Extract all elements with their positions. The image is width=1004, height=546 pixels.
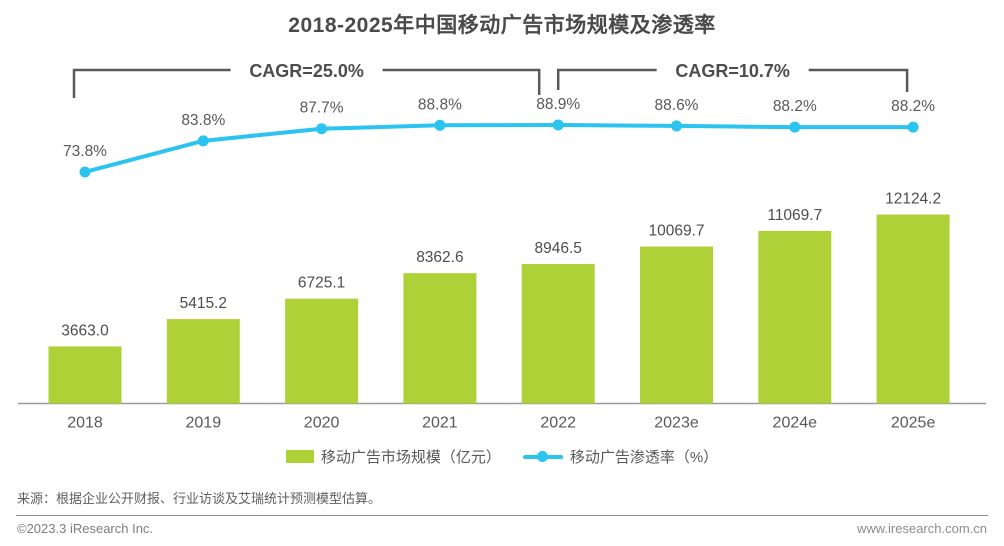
legend-label-market-size: 移动广告市场规模（亿元） <box>320 449 501 466</box>
bar-value-label-2024e: 11069.7 <box>767 207 822 224</box>
line-legend-swatch <box>522 451 563 462</box>
bar-2024e <box>758 230 832 404</box>
website-url: www.iresearch.com.cn <box>856 521 987 536</box>
bar-2022 <box>521 264 595 404</box>
line-point-2020 <box>316 123 328 135</box>
penetration-label-2022: 88.9% <box>536 96 580 113</box>
penetration-label-2018: 73.8% <box>63 143 107 160</box>
cagr-label: CAGR=25.0% <box>249 61 364 81</box>
cagr-label: CAGR=10.7% <box>675 61 790 81</box>
line-point-2025e <box>907 121 919 133</box>
line-point-2018 <box>79 166 91 178</box>
penetration-label-2021: 88.8% <box>418 96 462 113</box>
penetration-line <box>83 122 916 174</box>
legend-item-market-size: 移动广告市场规模（亿元） <box>285 446 501 467</box>
bar-2025e <box>876 214 950 404</box>
x-axis-label-2019: 2019 <box>186 415 222 432</box>
source-note: 来源：根据企业公开财报、行业访谈及艾瑞统计预测模型估算。 <box>17 491 382 506</box>
line-point-2021 <box>434 119 446 131</box>
bar-value-label-2025e: 12124.2 <box>885 191 941 208</box>
bar-value-label-2019: 5415.2 <box>180 295 227 312</box>
x-axis-label-2018: 2018 <box>67 415 103 432</box>
line-point-2024e <box>789 121 801 133</box>
line-point-2023e <box>671 120 682 132</box>
penetration-label-2020: 87.7% <box>300 100 344 117</box>
bar-value-label-2020: 6725.1 <box>298 275 345 292</box>
footer-divider <box>16 515 988 516</box>
line-point-2022 <box>552 119 564 131</box>
x-axis-label-2023e: 2023e <box>654 415 699 432</box>
line-point-2019 <box>197 135 209 147</box>
bar-value-label-2023e: 10069.7 <box>648 223 704 240</box>
bar-legend-swatch <box>285 450 314 463</box>
x-axis-label-2020: 2020 <box>304 415 340 432</box>
x-axis-label-2024e: 2024e <box>773 415 818 432</box>
penetration-label-2023e: 88.6% <box>655 97 699 114</box>
cagr-label-bg <box>230 57 383 83</box>
x-axis-label-2022: 2022 <box>540 415 576 432</box>
legend: 移动广告市场规模（亿元） 移动广告渗透率（%） <box>0 446 1004 467</box>
bar-2018 <box>48 346 122 404</box>
cagr-label-bg <box>656 57 809 83</box>
bar-value-label-2022: 8946.5 <box>534 240 581 257</box>
penetration-label-2024e: 88.2% <box>773 98 817 115</box>
legend-label-penetration: 移动广告渗透率（%） <box>569 449 719 466</box>
bar-2020 <box>285 298 359 404</box>
penetration-label-2025e: 88.2% <box>891 98 935 115</box>
bar-2019 <box>166 319 240 404</box>
bar-value-label-2021: 8362.6 <box>416 249 463 266</box>
line-legend-dot <box>536 451 548 462</box>
penetration-label-2019: 83.8% <box>181 112 225 129</box>
bar-value-label-2018: 3663.0 <box>61 322 109 339</box>
chart-title: 2018-2025年中国移动广告市场规模及渗透率 <box>288 14 716 37</box>
x-axis-label-2025e: 2025e <box>891 415 936 432</box>
bar-2021 <box>403 273 477 404</box>
bar-2023e <box>640 246 713 404</box>
legend-item-penetration: 移动广告渗透率（%） <box>522 446 719 467</box>
copyright: ©2023.3 iResearch Inc. <box>17 521 154 536</box>
x-axis-label-2021: 2021 <box>422 415 458 432</box>
